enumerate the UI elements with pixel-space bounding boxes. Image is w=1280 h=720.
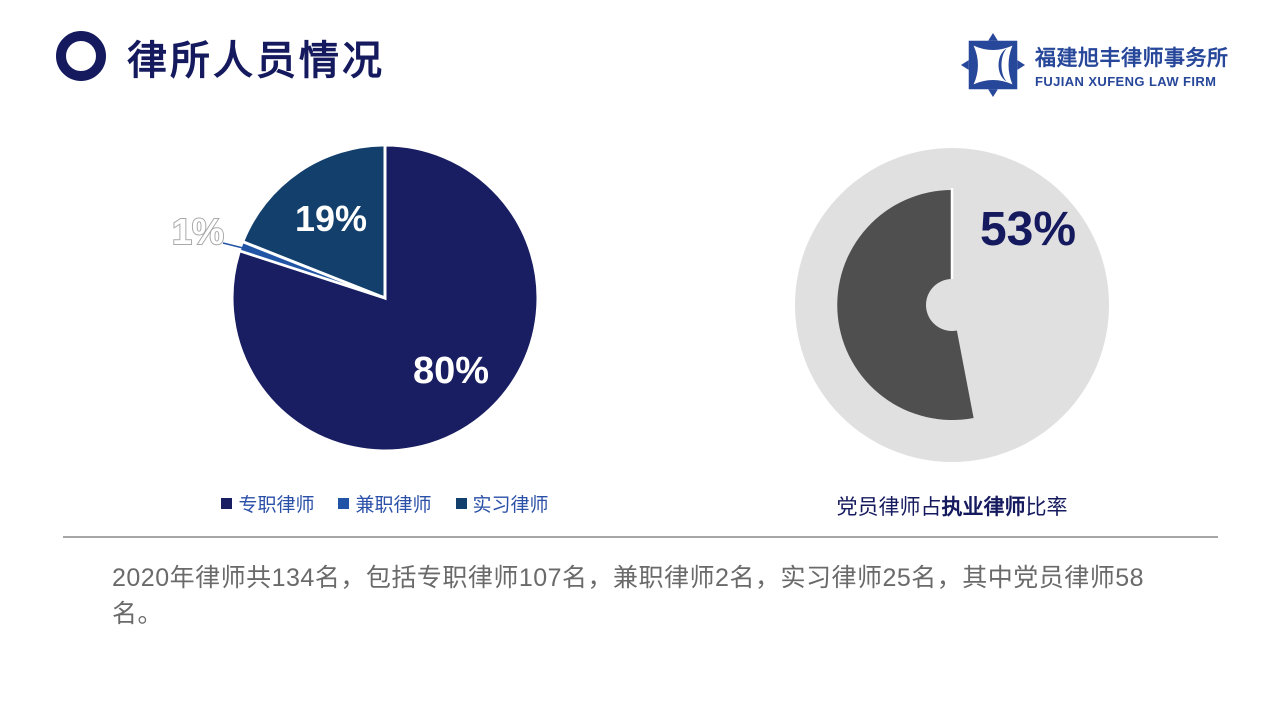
gauge-chart: 53% (795, 148, 1109, 462)
summary-text: 2020年律师共134名，包括专职律师107名，兼职律师2名，实习律师25名，其… (112, 564, 1145, 628)
gauge-value-label: 53% (980, 203, 1076, 256)
gauge-caption-suffix: 比率 (1025, 496, 1068, 519)
pie-slice-intern (240, 143, 387, 301)
pie-leader-line (222, 242, 254, 253)
title-ring-icon (56, 31, 106, 81)
logo-text: 福建旭丰律师事务所 FUJIAN XUFENG LAW FIRM (1035, 42, 1229, 89)
legend-item-fulltime: 专职律师 (221, 490, 314, 517)
logo: 福建旭丰律师事务所 FUJIAN XUFENG LAW FIRM (960, 32, 1229, 98)
pie-label-80: 80% (413, 350, 489, 392)
gauge-wedge (837, 190, 974, 420)
legend-item-parttime: 兼职律师 (338, 490, 432, 517)
page-title: 律所人员情况 (127, 39, 385, 83)
gauge-center-notch (926, 279, 978, 331)
legend-item-intern: 实习律师 (455, 490, 549, 517)
pie-label-19: 19% (295, 198, 367, 239)
legend-swatch-intern (455, 497, 467, 509)
divider-rule (63, 536, 1218, 538)
gauge-caption-bold: 执业律师 (941, 496, 1026, 519)
gauge-caption-prefix: 党员律师占 (836, 496, 942, 519)
legend-label-intern: 实习律师 (472, 494, 549, 516)
legend-swatch-parttime (338, 497, 350, 509)
pie-chart: 80% 19% 1% (171, 143, 540, 453)
pie-label-1: 1% (172, 211, 224, 252)
logo-star-icon (960, 32, 1026, 98)
legend-swatch-fulltime (221, 497, 233, 509)
legend-label-fulltime: 专职律师 (238, 494, 315, 516)
gauge-caption: 党员律师占执业律师比率 (782, 491, 1122, 521)
logo-name-en: FUJIAN XUFENG LAW FIRM (1035, 73, 1217, 89)
logo-name-cn: 福建旭丰律师事务所 (1035, 45, 1229, 70)
legend-label-parttime: 兼职律师 (355, 494, 432, 516)
pie-legend: 专职律师 兼职律师 实习律师 (165, 490, 605, 516)
